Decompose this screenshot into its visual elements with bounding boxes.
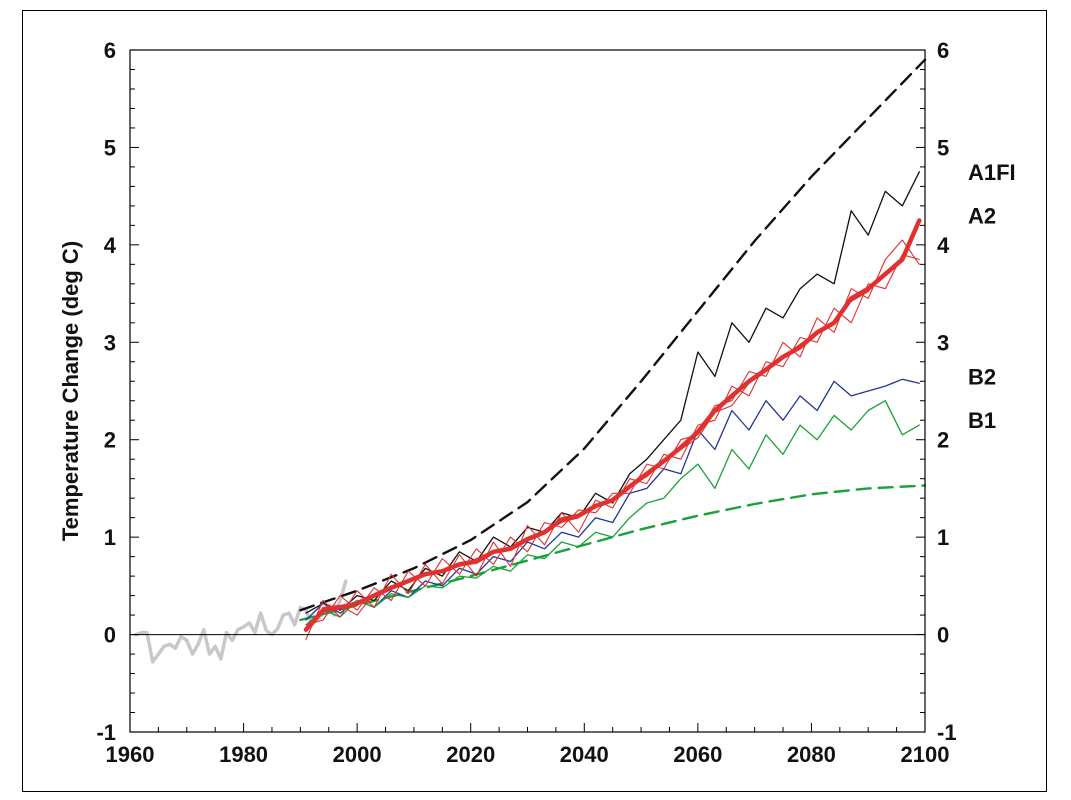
ticks-layer: [129, 49, 926, 733]
y-tick-label-right: 4: [937, 233, 950, 258]
y-tick-label-right: 1: [937, 525, 949, 550]
y-tick-label-left: 1: [104, 525, 116, 550]
x-tick-label: 2020: [446, 742, 495, 767]
series-line-6: [305, 254, 920, 640]
y-tick-label-left: 2: [104, 428, 116, 453]
labels-layer: 1960 1980 2000 2020 2040 2060 2080 2100-1012345…: [96, 38, 1015, 767]
y-tick-label-left: -1: [96, 720, 116, 745]
scenario-label-b1: B1: [968, 408, 996, 433]
x-tick-label: 2100: [901, 742, 950, 767]
x-tick-label: 1960: [106, 742, 155, 767]
y-tick-label-left: 3: [104, 330, 116, 355]
plot-area: [129, 49, 926, 733]
y-tick-label-left: 5: [104, 135, 116, 160]
y-tick-label-left: 6: [104, 38, 116, 63]
y-tick-label-left: 4: [104, 233, 117, 258]
y-tick-label-right: 6: [937, 38, 949, 63]
figure-frame: [22, 10, 1047, 792]
x-tick-label: 2000: [333, 742, 382, 767]
scenario-label-b2: B2: [968, 364, 996, 389]
y-axis-title: Temperature Change (deg C): [58, 241, 83, 541]
y-tick-label-right: 5: [937, 135, 949, 160]
y-tick-label-right: -1: [937, 720, 957, 745]
series-line-9: [303, 218, 922, 632]
x-tick-label: 1980: [219, 742, 268, 767]
scenario-label-a2: A2: [968, 204, 996, 229]
y-tick-label-left: 0: [104, 623, 116, 648]
y-tick-label-right: 0: [937, 623, 949, 648]
series-line-7: [305, 239, 920, 626]
x-tick-label: 2080: [787, 742, 836, 767]
series-line-3: [305, 171, 920, 614]
x-tick-label: 2040: [560, 742, 609, 767]
series-line-1: [299, 58, 927, 612]
x-tick-label: 2060: [673, 742, 722, 767]
series-line-2: [299, 484, 927, 622]
series-layer: [133, 58, 927, 664]
series-line-5: [305, 400, 920, 626]
y-tick-label-right: 2: [937, 428, 949, 453]
scenario-label-a1fi: A1FI: [968, 160, 1016, 185]
y-tick-label-right: 3: [937, 330, 949, 355]
